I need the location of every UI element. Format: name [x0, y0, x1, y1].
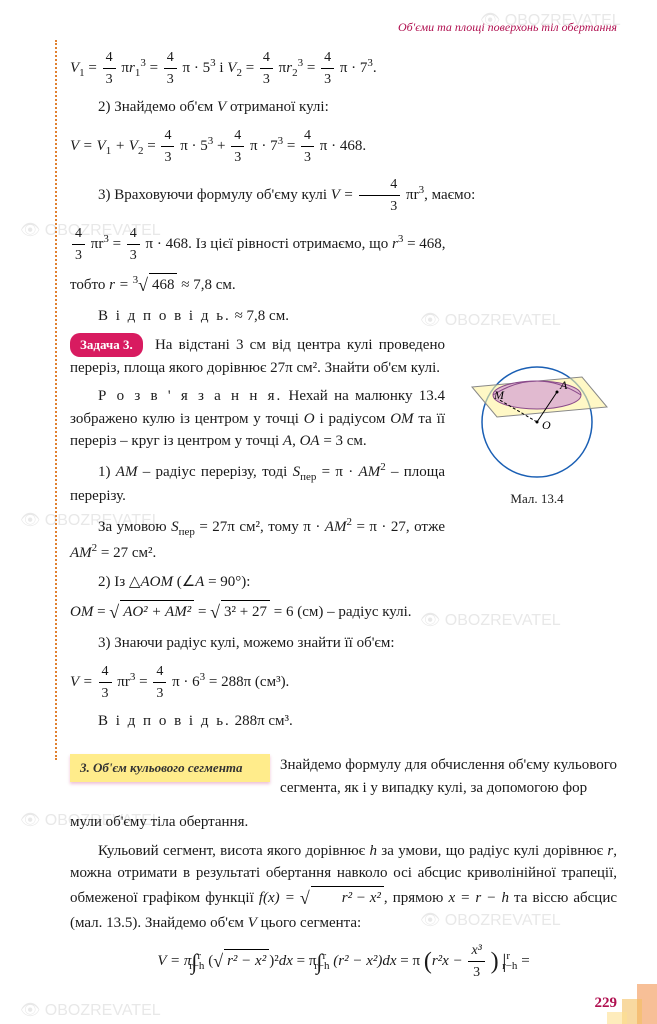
task-badge: Задача 3.: [70, 333, 143, 357]
segment-integral: V = π∫rr−h (√r² − x²)²dx = π∫rr−h (r² − …: [70, 940, 617, 983]
figure-caption: Мал. 13.4: [457, 491, 617, 507]
solution-3-step2b: OM = √AO² + AM² = √3² + 27 = 6 (см) – ра…: [70, 599, 617, 626]
equation-v1-v2: V1 = 43 πr13 = 43 π · 53 і V2 = 43 πr23 …: [70, 47, 617, 90]
page-content: Об'єми та площі поверхонь тіл обертання …: [0, 0, 657, 1009]
chapter-header: Об'єми та площі поверхонь тіл обертання: [70, 20, 617, 35]
step-3-text: 3) Враховуючи формулу об'єму кулі V = 43…: [70, 174, 617, 217]
section-title-box: 3. Об'єм кульового сегмента: [70, 754, 270, 782]
solution-3-step1b: За умовою Sпер = 27π см², тому π · AM2 =…: [70, 514, 617, 565]
solution-3-step3b: V = 43 πr3 = 43 π · 63 = 288π (см³).: [70, 661, 617, 704]
left-margin-border: [55, 40, 57, 760]
equation-r3: 43 πr3 = 43 π · 468. Із цієї рівності от…: [70, 223, 617, 266]
answer-2: В і д п о в і д ь. 288π см³.: [70, 710, 617, 733]
equation-root: тобто r = 3√468 ≈ 7,8 см.: [70, 272, 617, 299]
solution-3-step2: 2) Із △AOM (∠A = 90°):: [70, 571, 617, 594]
section-intro-cont: мули об'єму тіла обертання.: [70, 811, 617, 834]
section-3-block: 3. Об'єм кульового сегмента Знайдемо фор…: [70, 754, 617, 805]
sphere-diagram-svg: M A O: [462, 337, 612, 487]
svg-text:M: M: [493, 388, 505, 402]
figure-13-4: M A O Мал. 13.4: [457, 337, 617, 507]
answer-1: В і д п о в і д ь. ≈ 7,8 см.: [70, 305, 617, 328]
equation-vsum: V = V1 + V2 = 43 π · 53 + 43 π · 73 = 43…: [70, 125, 617, 168]
step-2-text: 2) Знайдемо об'єм V отриманої кулі:: [70, 96, 617, 119]
segment-text: Кульовий сегмент, висота якого дорівнює …: [70, 840, 617, 935]
svg-text:O: O: [542, 418, 551, 432]
solution-3-step3: 3) Знаючи радіус кулі, можемо знайти її …: [70, 632, 617, 655]
svg-text:A: A: [559, 378, 568, 392]
